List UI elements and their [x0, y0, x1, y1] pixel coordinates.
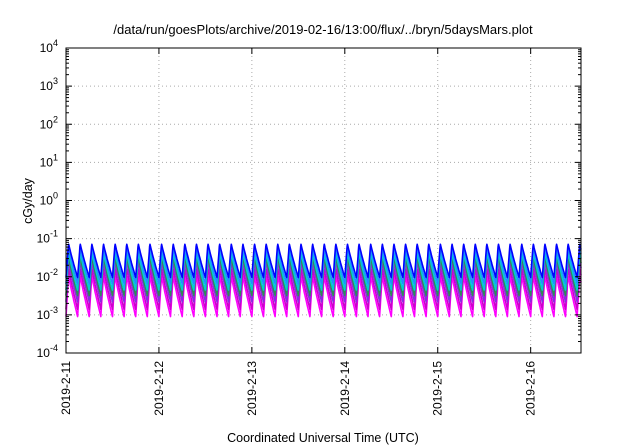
x-tick-label: 2019-2-15: [431, 361, 445, 416]
x-tick-label: 2019-2-16: [524, 361, 538, 416]
grid-lines: [66, 48, 581, 353]
x-axis-label: Coordinated Universal Time (UTC): [227, 431, 419, 445]
y-tick-label: 104: [40, 38, 58, 55]
y-tick-label: 10-1: [37, 229, 58, 246]
y-tick-label: 10-4: [37, 343, 58, 360]
y-tick-label: 100: [40, 191, 58, 208]
y-axis-label: cGy/day: [21, 177, 35, 224]
series-group: [65, 243, 582, 318]
y-tick-label: 10-3: [37, 305, 58, 322]
y-tick-label: 10-2: [37, 267, 58, 284]
x-tick-label: 2019-2-14: [338, 361, 352, 416]
y-tick-label: 102: [40, 114, 58, 131]
y-tick-label: 103: [40, 76, 58, 93]
x-tick-label: 2019-2-13: [245, 361, 259, 416]
series-line-7: [65, 243, 582, 279]
chart-title: /data/run/goesPlots/archive/2019-02-16/1…: [113, 22, 533, 37]
x-tick-label: 2019-2-11: [59, 361, 73, 415]
plot-frame: [65, 47, 582, 354]
axis-ticks: 10-4 10-3 10-2 10-1 100 101 102 103 104 2019-2-11…: [37, 38, 581, 416]
x-tick-label: 2019-2-12: [152, 361, 166, 416]
y-tick-label: 101: [40, 152, 58, 169]
